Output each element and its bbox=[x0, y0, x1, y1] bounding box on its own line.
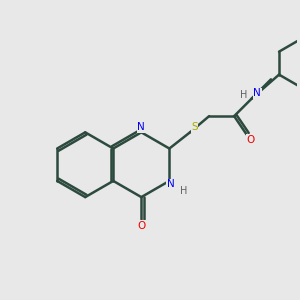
Text: O: O bbox=[247, 135, 255, 145]
Text: N: N bbox=[167, 179, 175, 190]
Text: H: H bbox=[240, 90, 247, 100]
Text: H: H bbox=[180, 186, 188, 196]
Text: N: N bbox=[137, 122, 145, 132]
Text: S: S bbox=[191, 122, 198, 132]
Text: O: O bbox=[137, 221, 146, 231]
Text: N: N bbox=[253, 88, 261, 98]
